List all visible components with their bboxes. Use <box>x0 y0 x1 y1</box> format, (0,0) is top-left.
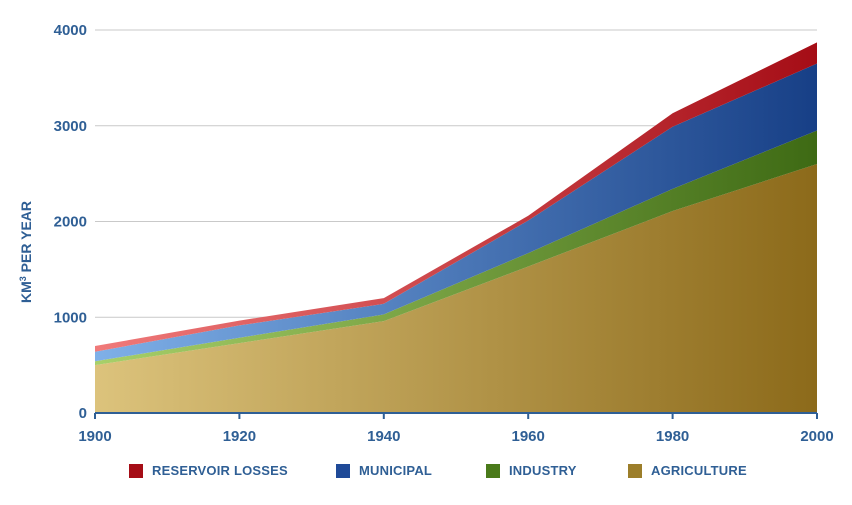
legend-item-reservoir-losses: RESERVOIR LOSSES <box>129 463 288 478</box>
legend-label-reservoir-losses: RESERVOIR LOSSES <box>152 463 288 478</box>
legend-item-industry: INDUSTRY <box>486 463 577 478</box>
x-tick-label: 2000 <box>800 428 833 445</box>
legend-label-industry: INDUSTRY <box>509 463 577 478</box>
axes: 0 1000 2000 3000 4000 1900 1920 1940 1960 1980 200… <box>54 22 834 445</box>
legend-swatch-industry <box>486 463 500 478</box>
legend-item-municipal: MUNICIPAL <box>336 463 432 478</box>
legend-label-municipal: MUNICIPAL <box>359 463 433 478</box>
legend-swatch-municipal <box>336 463 350 478</box>
legend: RESERVOIR LOSSES MUNICIPAL INDUSTRY AGRI… <box>0 463 852 487</box>
x-tick-label: 1980 <box>656 428 689 445</box>
y-tick-label: 2000 <box>54 214 87 231</box>
y-tick-label: 4000 <box>54 22 87 39</box>
area-agriculture <box>95 164 817 413</box>
y-tick-label: 0 <box>79 405 87 422</box>
y-axis-label: KM3 PER YEAR <box>18 201 34 303</box>
x-tick-label: 1920 <box>223 428 256 445</box>
y-tick-label: 1000 <box>54 309 87 326</box>
legend-swatch-agriculture <box>628 463 642 478</box>
x-tick-label: 1900 <box>78 428 111 445</box>
x-tick-label: 1960 <box>512 428 545 445</box>
legend-swatch-reservoir-losses <box>129 463 143 478</box>
area-series <box>95 42 817 413</box>
y-tick-label: 3000 <box>54 118 87 135</box>
legend-label-agriculture: AGRICULTURE <box>651 463 747 478</box>
legend-item-agriculture: AGRICULTURE <box>628 463 747 478</box>
x-tick-label: 1940 <box>367 428 400 445</box>
